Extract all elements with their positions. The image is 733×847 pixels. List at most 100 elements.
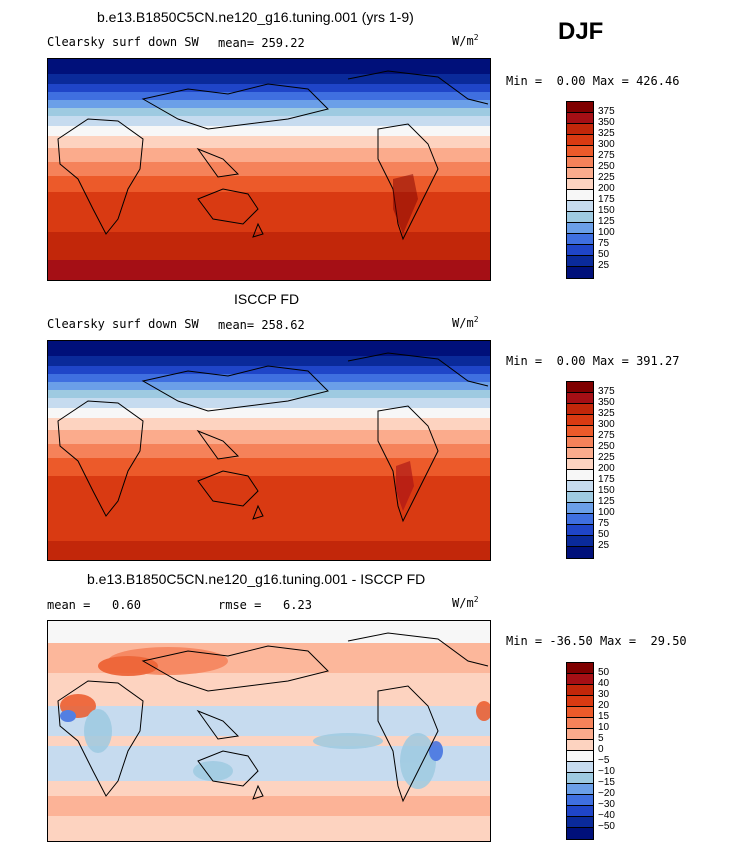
colorbar-swatch	[567, 212, 593, 223]
panel-1-map-svg	[48, 59, 490, 280]
colorbar-swatch	[567, 481, 593, 492]
colorbar-tick-label: 150	[598, 205, 615, 216]
colorbar-swatch	[567, 448, 593, 459]
colorbar-tick-label: 0	[598, 744, 604, 755]
colorbar-swatch	[567, 674, 593, 685]
colorbar-swatch	[567, 762, 593, 773]
colorbar-swatch	[567, 102, 593, 113]
colorbar-tick-label: 350	[598, 117, 615, 128]
panel-3-mean: mean = 0.60	[47, 598, 141, 612]
colorbar-tick-label: 375	[598, 386, 615, 397]
colorbar-swatch	[567, 404, 593, 415]
colorbar-swatch	[567, 514, 593, 525]
colorbar-swatch	[567, 795, 593, 806]
colorbar-tick-label: 10	[598, 722, 610, 733]
colorbar-tick-label: 40	[598, 678, 610, 689]
colorbar-swatch	[567, 773, 593, 784]
colorbar-swatch	[567, 547, 593, 558]
colorbar-tick-label: 200	[598, 463, 615, 474]
colorbar-swatch	[567, 168, 593, 179]
colorbar-tick-label: 375	[598, 106, 615, 117]
colorbar-tick-label: 125	[598, 216, 615, 227]
colorbar-tick-label: 350	[598, 397, 615, 408]
colorbar-swatch	[567, 124, 593, 135]
colorbar-swatch	[567, 470, 593, 481]
panel-2-units: W/m2	[452, 315, 479, 330]
colorbar-swatch	[567, 685, 593, 696]
colorbar-swatch	[567, 459, 593, 470]
colorbar-tick-label: 175	[598, 194, 615, 205]
colorbar-swatch	[567, 718, 593, 729]
colorbar-tick-label: 25	[598, 540, 610, 551]
colorbar-tick-label: −15	[598, 777, 615, 788]
season-label: DJF	[558, 18, 604, 45]
colorbar-swatch	[567, 503, 593, 514]
colorbar-swatch	[567, 817, 593, 828]
panel-3-minmax: Min = -36.50 Max = 29.50	[506, 634, 687, 648]
panel-3-rmse: rmse = 6.23	[218, 598, 312, 612]
colorbar-swatch	[567, 234, 593, 245]
colorbar-tick-label: 325	[598, 128, 615, 139]
colorbar-tick-label: 50	[598, 249, 610, 260]
colorbar-swatch	[567, 696, 593, 707]
colorbar-swatch	[567, 751, 593, 762]
colorbar-tick-label: 300	[598, 419, 615, 430]
colorbar-swatch	[567, 146, 593, 157]
colorbar-swatch	[567, 707, 593, 718]
panel-3-units: W/m2	[452, 595, 479, 610]
colorbar-tick-label: 5	[598, 733, 604, 744]
panel-1-minmax: Min = 0.00 Max = 426.46	[506, 74, 680, 88]
panel-1-mean: mean= 259.22	[218, 36, 305, 50]
colorbar-swatch	[567, 806, 593, 817]
colorbar-tick-label: 300	[598, 139, 615, 150]
colorbar-swatch	[567, 393, 593, 404]
colorbar-tick-label: 50	[598, 529, 610, 540]
colorbar-tick-label: 50	[598, 667, 610, 678]
panel-2-map-svg	[48, 341, 490, 560]
panel-2-title: ISCCP FD	[234, 291, 300, 307]
colorbar-tick-label: 15	[598, 711, 610, 722]
colorbar-tick-label: 75	[598, 518, 610, 529]
colorbar-swatch	[567, 663, 593, 674]
colorbar-swatch	[567, 157, 593, 168]
colorbar-tick-label: −40	[598, 810, 615, 821]
panel-1-map	[47, 58, 491, 281]
panel-2-map	[47, 340, 491, 561]
colorbar-swatch	[567, 201, 593, 212]
colorbar-tick-label: 250	[598, 441, 615, 452]
colorbar-swatch	[567, 525, 593, 536]
colorbar-tick-label: −5	[598, 755, 610, 766]
colorbar-swatch	[567, 190, 593, 201]
colorbar-tick-label: 25	[598, 260, 610, 271]
colorbar-tick-label: −10	[598, 766, 615, 777]
panel-1-units: W/m2	[452, 33, 479, 48]
panel-1-field-label: Clearsky surf down SW	[47, 35, 199, 49]
colorbar-swatch	[567, 382, 593, 393]
colorbar-tick-label: 150	[598, 485, 615, 496]
colorbar-swatch	[567, 267, 593, 278]
colorbar-tick-label: −30	[598, 799, 615, 810]
colorbar-swatch	[567, 135, 593, 146]
panel-3-title: b.e13.B1850C5CN.ne120_g16.tuning.001 - I…	[87, 571, 426, 587]
colorbar-tick-label: 100	[598, 227, 615, 238]
colorbar-swatch	[567, 536, 593, 547]
colorbar-tick-label: 100	[598, 507, 615, 518]
panel-3-map	[47, 620, 491, 842]
colorbar-tick-label: 20	[598, 700, 610, 711]
panel-1-title: b.e13.B1850C5CN.ne120_g16.tuning.001 (yr…	[97, 9, 414, 25]
colorbar-tick-label: 30	[598, 689, 610, 700]
panel-2-mean: mean= 258.62	[218, 318, 305, 332]
panel-2-field-label: Clearsky surf down SW	[47, 317, 199, 331]
colorbar-swatch	[567, 179, 593, 190]
colorbar-swatch	[567, 784, 593, 795]
colorbar-swatch	[567, 729, 593, 740]
colorbar-tick-label: 175	[598, 474, 615, 485]
colorbar-tick-label: 125	[598, 496, 615, 507]
colorbar-swatch	[567, 223, 593, 234]
colorbar-swatch	[567, 113, 593, 124]
colorbar-tick-label: 325	[598, 408, 615, 419]
colorbar-tick-label: 225	[598, 452, 615, 463]
colorbar-swatch	[567, 740, 593, 751]
colorbar-swatch	[567, 828, 593, 839]
colorbar-swatch	[567, 256, 593, 267]
